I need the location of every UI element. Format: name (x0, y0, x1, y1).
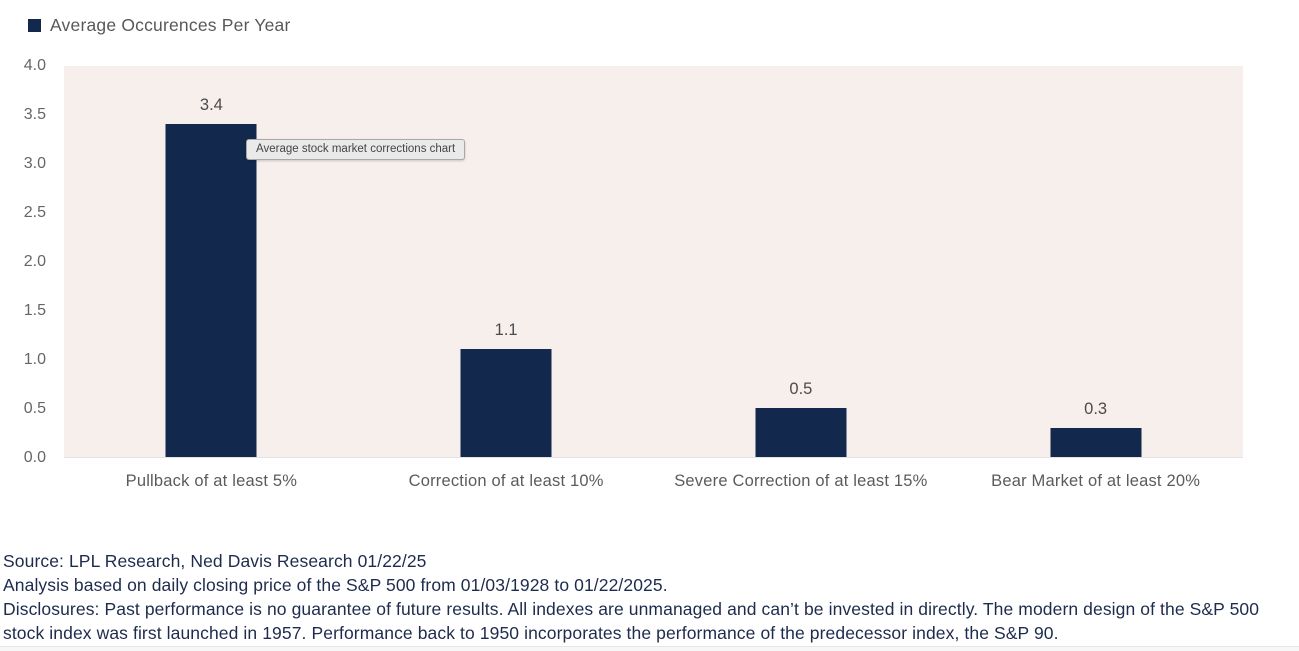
bar-3[interactable] (755, 408, 847, 457)
chart-tooltip: Average stock market corrections chart (246, 139, 466, 160)
plot-area: 3.4 1.1 0.5 0.3 (64, 66, 1243, 458)
bar-slot: 0.5 (654, 66, 949, 457)
y-tick-label: 1.0 (23, 351, 46, 368)
bar-4[interactable] (1050, 427, 1142, 457)
x-category-label: Correction of at least 10% (408, 472, 604, 490)
x-category-label: Pullback of at least 5% (125, 472, 298, 490)
chart-legend: Average Occurences Per Year (28, 15, 291, 36)
y-axis: 4.0 3.5 3.0 2.5 2.0 1.5 1.0 0.5 0.0 (0, 0, 46, 651)
analysis-line: Analysis based on daily closing price of… (3, 575, 668, 595)
bar-slots: 3.4 1.1 0.5 0.3 (64, 66, 1243, 457)
bar-value-label: 0.3 (1084, 399, 1108, 418)
bar-slot: 3.4 (64, 66, 359, 457)
x-category-label: Severe Correction of at least 15% (674, 472, 928, 490)
disclosures-line: Disclosures: Past performance is no guar… (3, 599, 1260, 643)
x-axis: Pullback of at least 5% Correction of at … (64, 472, 1243, 491)
y-tick-label: 3.0 (23, 155, 46, 172)
bar-value-label: 0.5 (789, 380, 813, 398)
footer-notes: Source: LPL Research, Ned Davis Research… (3, 549, 1297, 645)
y-tick-label: 1.5 (23, 302, 46, 319)
y-tick-label: 3.5 (23, 106, 46, 123)
legend-swatch-icon (28, 19, 41, 32)
bar-value-label: 1.1 (494, 321, 518, 340)
bottom-strip (0, 646, 1299, 651)
x-category-label: Bear Market of at least 20% (991, 472, 1201, 490)
bar-slot: 1.1 (359, 66, 654, 457)
y-tick-label: 2.5 (23, 204, 46, 221)
source-line: Source: LPL Research, Ned Davis Research… (3, 551, 427, 571)
y-tick-label: 2.0 (23, 253, 46, 270)
bar-2[interactable] (460, 349, 552, 457)
y-tick-label: 0.5 (23, 400, 46, 417)
y-tick-label: 0.0 (23, 449, 46, 466)
bar-slot: 0.3 (948, 66, 1243, 457)
bar-value-label: 3.4 (199, 95, 223, 114)
bar-1[interactable] (165, 123, 257, 457)
legend-label: Average Occurences Per Year (50, 15, 291, 35)
y-tick-label: 4.0 (23, 57, 46, 74)
